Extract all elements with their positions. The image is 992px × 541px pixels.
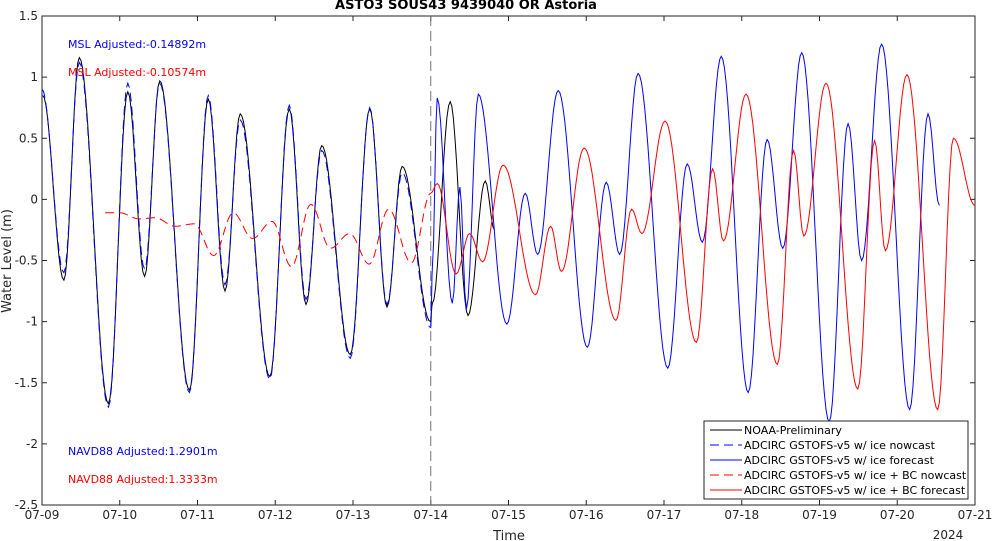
plot-area: 1.5 1 0.5 0 -0.5 -1 -1.5 -2 -2.507-09 07-10 07-11 0… [15, 9, 992, 522]
x-tick-label: 07-16 [569, 508, 604, 522]
series-line-0 [42, 56, 495, 405]
chart-title: ASTO3 SOUS43 9439040 OR Astoria [335, 0, 597, 13]
x-tick-label: 07-19 [802, 508, 837, 522]
year-label: 2024 [933, 528, 964, 541]
series-line-1 [41, 61, 432, 409]
x-tick-label: 07-15 [491, 508, 526, 522]
annotation-3: NAVD88 Adjusted:1.3333m [68, 473, 218, 486]
y-tick-label: -0.5 [15, 254, 38, 268]
x-tick-label: 07-18 [724, 508, 759, 522]
x-tick-label: 07-17 [647, 508, 682, 522]
legend-label-4: ADCIRC GSTOFS-v5 w/ ice + BC forecast [744, 484, 966, 497]
y-tick-label: -2.5 [15, 498, 38, 512]
legend: NOAA-Preliminary ADCIRC GSTOFS-v5 w/ ice … [703, 420, 969, 500]
x-tick-label: 07-12 [258, 508, 293, 522]
x-axis-title: Time [492, 529, 525, 541]
annotation-0: MSL Adjusted:-0.14892m [68, 38, 206, 51]
x-tick-label: 07-11 [180, 508, 215, 522]
legend-label-0: NOAA-Preliminary [744, 424, 842, 437]
series-line-3 [105, 192, 432, 268]
x-tick-label: 07-21 [958, 508, 992, 522]
x-tick-label: 07-14 [413, 508, 448, 522]
legend-label-2: ADCIRC GSTOFS-v5 w/ ice forecast [744, 454, 935, 467]
x-tick-label: 07-09 [25, 508, 60, 522]
legend-label-3: ADCIRC GSTOFS-v5 w/ ice + BC nowcast [744, 469, 967, 482]
x-tick-label: 07-10 [102, 508, 137, 522]
y-axis-title: Water Level (m) [0, 209, 15, 313]
annotation-1: MSL Adjusted:-0.10574m [68, 66, 206, 79]
x-tick-label: 07-20 [880, 508, 915, 522]
series-line-4 [430, 73, 976, 411]
annotation-2: NAVD88 Adjusted:1.2901m [68, 445, 218, 458]
y-tick-label: 0.5 [19, 131, 38, 145]
y-tick-label: 0 [30, 192, 38, 206]
y-tick-label: -1.5 [15, 376, 38, 390]
y-tick-label: 1 [30, 70, 38, 84]
y-tick-label: -2 [26, 437, 38, 451]
y-tick-label: -1 [26, 315, 38, 329]
series-line-2 [430, 42, 940, 424]
y-tick-label: 1.5 [19, 9, 38, 23]
legend-box [703, 420, 969, 500]
legend-label-1: ADCIRC GSTOFS-v5 w/ ice nowcast [744, 439, 936, 452]
x-tick-label: 07-13 [336, 508, 371, 522]
